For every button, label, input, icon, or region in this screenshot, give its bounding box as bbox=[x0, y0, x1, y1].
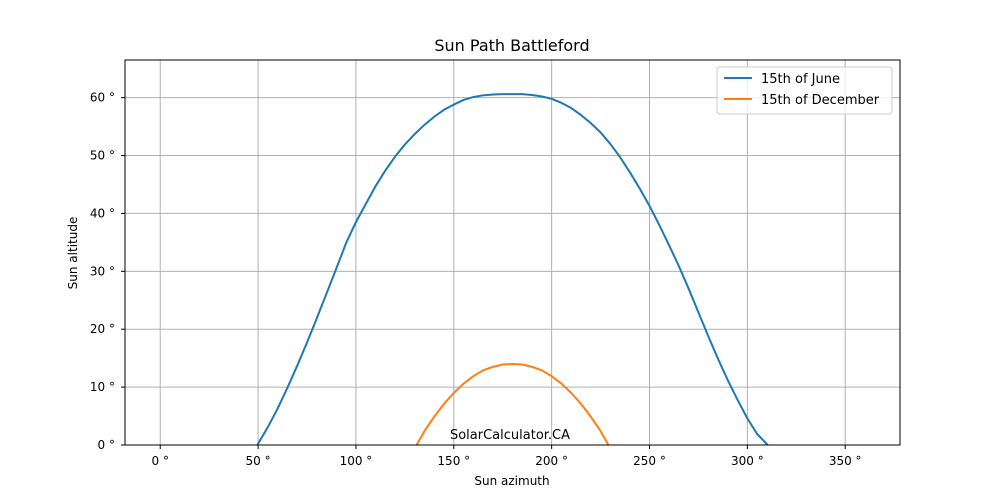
x-tick-label: 50 ° bbox=[246, 454, 271, 468]
series-line-15th-of-december bbox=[415, 362, 610, 446]
y-tick-label: 20 ° bbox=[90, 322, 115, 336]
x-tick-label: 200 ° bbox=[535, 454, 568, 468]
x-tick-label: 100 ° bbox=[340, 454, 373, 468]
y-axis-label: Sun altitude bbox=[66, 217, 80, 290]
x-tick-label: 250 ° bbox=[633, 454, 666, 468]
legend-label-december: 15th of December bbox=[761, 93, 880, 108]
y-tick-label: 40 ° bbox=[90, 206, 115, 220]
plot-frame bbox=[124, 59, 901, 446]
x-tick-label: 350 ° bbox=[829, 454, 862, 468]
x-tick-label: 150 ° bbox=[437, 454, 470, 468]
x-axis-label: Sun azimuth bbox=[474, 474, 549, 488]
x-tick-label: 0 ° bbox=[152, 454, 169, 468]
y-tick-label: 0 ° bbox=[98, 438, 115, 452]
series-line-15th-of-june bbox=[256, 93, 769, 446]
grid bbox=[125, 60, 900, 446]
ticks: 0 ° 50 ° 100 ° 150 ° 200 ° 250 ° 300 ° 350 ° 0 °… bbox=[90, 91, 862, 468]
y-tick-label: 30 ° bbox=[90, 264, 115, 278]
legend: 15th of June 15th of December bbox=[716, 66, 893, 115]
chart-title: Sun Path Battleford bbox=[434, 36, 589, 55]
series-layer bbox=[256, 93, 769, 446]
legend-box bbox=[716, 66, 893, 115]
x-tick-label: 300 ° bbox=[731, 454, 764, 468]
y-tick-label: 60 ° bbox=[90, 91, 115, 105]
y-tick-label: 10 ° bbox=[90, 380, 115, 394]
legend-label-june: 15th of June bbox=[761, 72, 840, 87]
watermark-annotation: SolarCalculator.CA bbox=[450, 428, 570, 443]
y-tick-label: 50 ° bbox=[90, 149, 115, 163]
